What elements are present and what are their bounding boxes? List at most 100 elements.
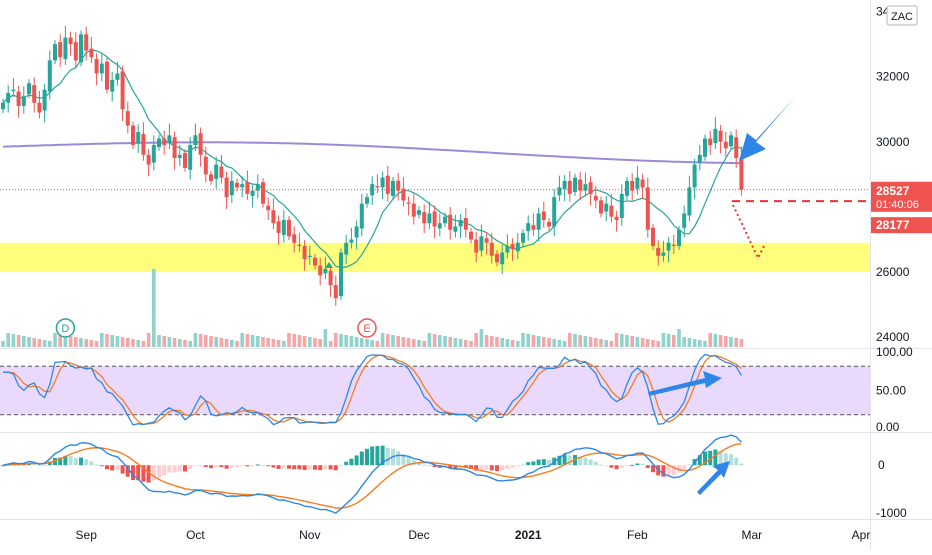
volume-bar	[230, 340, 234, 347]
candle	[16, 91, 21, 106]
candle	[203, 156, 208, 175]
macd-histogram-bar	[183, 465, 187, 472]
candle	[375, 186, 380, 188]
candle	[21, 96, 26, 106]
candle	[448, 214, 453, 230]
macd-histogram-bar	[614, 465, 619, 470]
macd-histogram-bar	[505, 465, 510, 469]
target-price-label: 28177	[876, 218, 910, 232]
macd-histogram-bar	[375, 446, 380, 466]
candle	[656, 247, 661, 256]
candle	[89, 48, 94, 58]
candle	[651, 227, 655, 247]
volume-bar	[713, 334, 718, 347]
volume-bar	[386, 334, 390, 347]
macd-histogram-bar	[510, 465, 515, 468]
macd-histogram-bar	[448, 465, 453, 469]
macd-histogram-bar	[651, 465, 655, 473]
candle	[42, 89, 47, 111]
candle	[583, 184, 588, 191]
macd-histogram-bar	[47, 461, 52, 466]
macd-histogram-bar	[500, 465, 505, 471]
volume-bar	[646, 339, 650, 347]
volume-bar	[417, 340, 421, 347]
macd-histogram-bar	[588, 459, 593, 466]
volume-bar	[120, 337, 125, 347]
candle	[453, 226, 458, 232]
volume-bar	[562, 341, 567, 347]
macd-histogram-bar	[729, 454, 733, 466]
volume-bar	[625, 335, 629, 347]
macd-histogram-bar	[266, 465, 271, 467]
candle	[219, 166, 224, 178]
symbol-badge: ZAC	[891, 11, 913, 23]
volume-bar	[635, 337, 640, 347]
volume-bar	[630, 336, 634, 347]
candle	[115, 73, 120, 80]
candle	[339, 252, 343, 297]
volume-bar	[167, 337, 172, 347]
macd-histogram-bar	[645, 465, 650, 469]
volume-bar	[526, 334, 530, 347]
volume-bar	[422, 341, 426, 347]
volume-bar	[308, 337, 312, 347]
candle	[599, 200, 603, 214]
candle	[557, 187, 562, 196]
candle	[734, 137, 739, 159]
candle	[484, 238, 489, 243]
volume-bar	[178, 339, 182, 347]
candle	[58, 42, 63, 58]
candle	[53, 44, 57, 61]
candle	[531, 225, 536, 230]
macd-histogram-bar	[328, 465, 333, 470]
candle	[697, 154, 702, 163]
macd-histogram-bar	[469, 465, 473, 470]
candle	[224, 177, 229, 198]
volume-bar	[573, 334, 577, 347]
macd-histogram-bar	[557, 455, 562, 466]
macd-histogram-bar	[53, 457, 57, 466]
volume-bar	[188, 341, 192, 347]
macd-histogram-bar	[370, 446, 375, 466]
volume-bar	[578, 335, 582, 347]
macd-histogram-bar	[209, 465, 213, 469]
volume-bar	[48, 341, 52, 347]
x-tick-label: Mar	[741, 528, 762, 542]
stoch-tick-label: 0.00	[876, 420, 900, 434]
candle	[209, 174, 213, 181]
macd-histogram-bar	[593, 461, 598, 466]
volume-bar	[214, 337, 218, 347]
macd-histogram-bar	[125, 465, 130, 477]
volume-bar	[240, 333, 244, 347]
macd-histogram-bar	[188, 465, 193, 469]
volume-bar	[640, 338, 645, 347]
volume-bar	[141, 341, 146, 347]
volume-bar	[172, 338, 177, 347]
volume-bar	[443, 336, 447, 347]
volume-bar	[198, 334, 203, 347]
volume-bar	[370, 340, 374, 347]
volume-bar	[146, 333, 151, 347]
volume-bar	[204, 335, 208, 347]
volume-bar	[250, 335, 255, 347]
macd-histogram-bar	[718, 450, 723, 466]
volume-bar	[599, 339, 603, 347]
volume-bar	[703, 341, 707, 347]
volume-bar	[136, 340, 140, 347]
candle	[245, 182, 250, 194]
macd-histogram-bar	[625, 465, 629, 467]
macd-histogram-bar	[599, 464, 603, 466]
macd-histogram-bar	[619, 465, 624, 468]
volume-bar	[552, 339, 556, 347]
macd-histogram-bar	[666, 465, 671, 476]
volume-bar	[547, 338, 551, 347]
candle	[458, 219, 463, 227]
x-tick-label: Oct	[186, 528, 205, 542]
volume-bar	[224, 339, 229, 347]
candle	[500, 252, 505, 265]
macd-histogram-bar	[261, 465, 265, 467]
candle	[635, 177, 640, 189]
volume-bar	[458, 339, 463, 347]
